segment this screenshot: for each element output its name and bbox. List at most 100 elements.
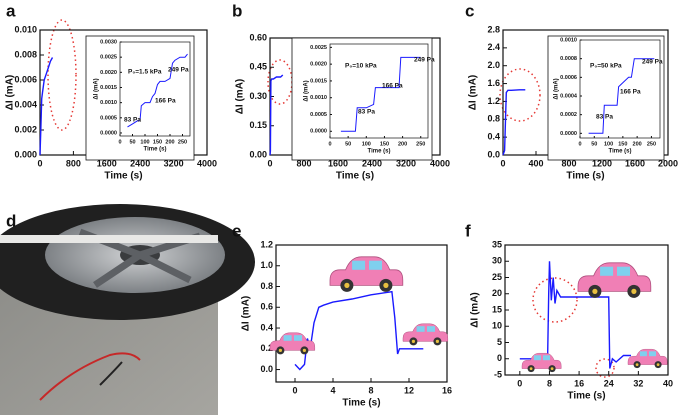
- x-tick-label: 250: [416, 141, 425, 147]
- step-annotation: 249 Pa: [642, 59, 663, 66]
- data-line: [269, 74, 284, 156]
- y-tick-label: 0.0010: [560, 37, 577, 43]
- car-window: [427, 326, 435, 332]
- y-tick-label: 0.0010: [100, 100, 117, 106]
- wire: [99, 361, 123, 386]
- x-tick-label: 1600: [328, 158, 348, 168]
- car-hub: [592, 288, 598, 294]
- panel-label: f: [465, 221, 471, 240]
- y-tick-label: 0.0025: [310, 45, 327, 51]
- y-tick-label: 0.15: [249, 120, 267, 130]
- plot-frame: [329, 43, 429, 139]
- car-window: [639, 351, 647, 357]
- y-tick-label: 0.0020: [100, 70, 117, 76]
- y-tick-label: 0.0000: [310, 129, 327, 135]
- x-tick-label: 0: [37, 158, 42, 168]
- data-line: [127, 53, 188, 128]
- x-tick-label: 4: [330, 385, 335, 395]
- car-hub: [635, 363, 639, 366]
- car-icon: [269, 332, 316, 355]
- y-tick-label: 0.0015: [310, 78, 327, 84]
- y-tick-label: 0.8: [487, 114, 500, 124]
- highlight-circle: [267, 59, 293, 105]
- x-axis-label: Time (s): [104, 171, 142, 182]
- x-axis-label: Time (s): [609, 149, 632, 155]
- x-tick-label: 32: [633, 378, 643, 388]
- y-tick-label: 0.006: [14, 74, 37, 84]
- x-tick-label: 4000: [430, 158, 450, 168]
- y-tick-label: 20: [492, 288, 502, 298]
- y-tick-label: 30: [492, 256, 502, 266]
- x-tick-label: 100: [140, 139, 149, 145]
- x-tick-label: 0: [267, 158, 272, 168]
- x-axis-label: Time (s): [342, 398, 380, 409]
- plot-frame: [119, 41, 191, 137]
- x-tick-label: 40: [663, 378, 673, 388]
- data-line: [588, 58, 655, 134]
- y-axis-label: ΔI (mA): [94, 78, 100, 99]
- y-tick-label: 0.010: [14, 24, 37, 34]
- y-tick-label: 0.0: [487, 149, 500, 159]
- y-tick-label: 5: [497, 337, 502, 347]
- x-tick-label: 1200: [592, 158, 612, 168]
- x-axis-label: Time (s): [368, 149, 391, 155]
- car-icon: [402, 323, 449, 346]
- car-body: [402, 323, 449, 342]
- panel-label: b: [232, 1, 242, 20]
- x-tick-label: 50: [129, 139, 135, 145]
- y-tick-label: 0.0020: [310, 62, 327, 68]
- y-tick-label: 0.0005: [100, 115, 117, 121]
- y-tick-label: 15: [492, 304, 502, 314]
- x-tick-label: 4000: [197, 158, 217, 168]
- x-tick-label: 100: [362, 141, 371, 147]
- y-tick-label: 0.30: [249, 91, 267, 101]
- y-tick-label: 0.008: [14, 49, 37, 59]
- x-tick-label: 2400: [362, 158, 382, 168]
- y-tick-label: 0.002: [14, 124, 37, 134]
- step-annotation: 249 Pa: [168, 67, 189, 74]
- car-window: [600, 266, 614, 276]
- top-edge: [0, 235, 218, 243]
- data-line: [39, 57, 54, 156]
- x-tick-label: 50: [591, 141, 597, 147]
- car-hub: [383, 282, 389, 288]
- x-axis-label: Time (s): [566, 171, 604, 182]
- panel-label: a: [6, 1, 16, 20]
- y-tick-label: 0.0015: [100, 85, 117, 91]
- x-tick-label: 200: [633, 141, 642, 147]
- y-tick-label: 0.0004: [560, 93, 578, 99]
- y-tick-label: 0.0000: [100, 130, 117, 136]
- x-tick-label: 0: [500, 158, 505, 168]
- car-hub: [435, 339, 439, 343]
- x-tick-label: 150: [153, 139, 162, 145]
- data-line: [502, 89, 526, 156]
- y-tick-label: 0.60: [249, 32, 267, 42]
- step-annotation: 166 Pa: [155, 98, 176, 105]
- x-tick-label: 8: [547, 378, 552, 388]
- y-tick-label: 0.6: [260, 302, 273, 312]
- highlight-circle: [532, 277, 578, 323]
- x-tick-label: 1600: [625, 158, 645, 168]
- y-tick-label: 0.000: [14, 149, 37, 159]
- x-tick-label: 16: [574, 378, 584, 388]
- y-tick-label: 25: [492, 272, 502, 282]
- x-axis-label: Time (s): [336, 171, 374, 182]
- y-tick-label: 0.0005: [310, 112, 327, 118]
- x-tick-label: 200: [398, 141, 407, 147]
- x-tick-label: 16: [442, 385, 452, 395]
- y-tick-label: 0.0000: [560, 131, 577, 137]
- step-annotation: 166 Pa: [382, 83, 403, 90]
- plot-frame: [275, 244, 448, 383]
- y-tick-label: 0.45: [249, 62, 267, 72]
- x-axis-label: Time (s): [567, 391, 605, 402]
- y-axis-label: ΔI (mA): [241, 296, 252, 332]
- y-axis-label: ΔI (mA): [468, 75, 479, 111]
- x-tick-label: 150: [380, 141, 389, 147]
- car-hub: [631, 288, 637, 294]
- spokes: [78, 228, 202, 288]
- data-line: [519, 261, 631, 369]
- data-line: [340, 56, 421, 132]
- car-window: [543, 355, 550, 361]
- y-tick-label: 0.0: [260, 364, 273, 374]
